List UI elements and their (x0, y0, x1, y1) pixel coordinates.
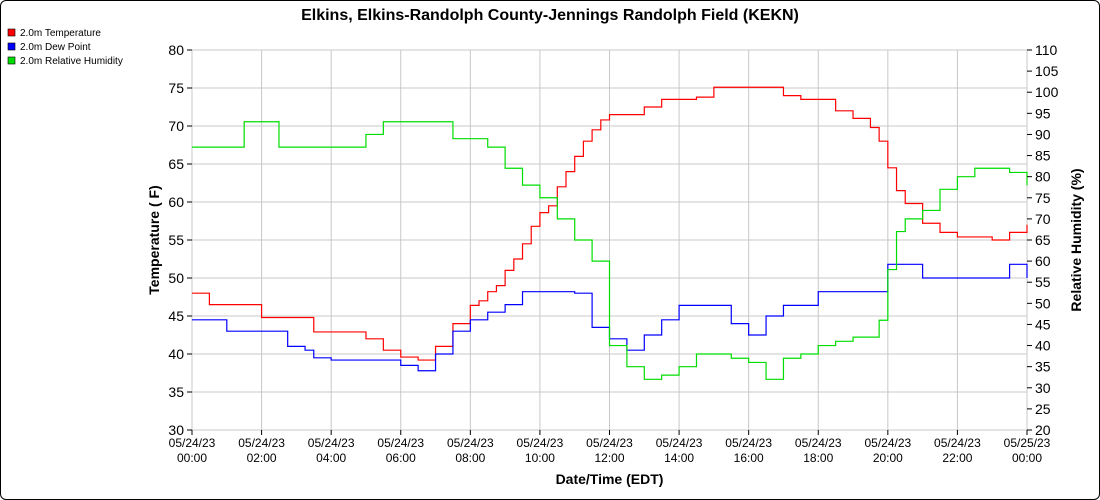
legend-label: 2.0m Dew Point (20, 42, 91, 53)
legend-swatch (7, 56, 16, 65)
y2-tick-label: 80 (1035, 169, 1051, 185)
y-tick-label: 45 (168, 308, 184, 324)
y-tick-label: 80 (168, 42, 184, 58)
series-layer (192, 86, 1028, 380)
x-axis: 05/24/2300:0005/24/2302:0005/24/2304:000… (169, 430, 1051, 465)
y-tick-label: 55 (168, 232, 184, 248)
legend-label: 2.0m Relative Humidity (20, 56, 123, 67)
x-tick-time: 22:00 (942, 451, 972, 465)
y-tick-label: 40 (168, 346, 184, 362)
y2-tick-label: 75 (1035, 190, 1051, 206)
legend-label: 2.0m Temperature (20, 28, 101, 39)
y-axis-right-title: Relative Humidity (%) (1068, 168, 1084, 311)
series-line-2-0m-relative-humidity (192, 121, 1028, 380)
y-axis-right: 20 25 30 35 40 45 50 55 60 65 70 75 80 85 90 95 100 105 11… (1027, 42, 1059, 438)
chart-title: Elkins, Elkins-Randolph County-Jennings … (301, 7, 799, 24)
x-tick-date: 05/24/23 (586, 436, 633, 450)
y-axis-left-title: Temperature ( F) (146, 185, 162, 294)
y2-tick-label: 30 (1035, 380, 1051, 396)
x-tick-date: 05/24/23 (308, 436, 355, 450)
x-tick-date: 05/24/23 (377, 436, 424, 450)
y2-tick-label: 105 (1035, 63, 1059, 79)
x-tick-time: 16:00 (734, 451, 764, 465)
legend-swatch (7, 42, 16, 51)
y-tick-label: 50 (168, 270, 184, 286)
x-tick-date: 05/24/23 (447, 436, 494, 450)
y-tick-label: 30 (168, 422, 184, 438)
y2-tick-label: 110 (1035, 42, 1058, 58)
y-tick-label: 70 (168, 118, 184, 134)
x-tick-date: 05/24/23 (934, 436, 981, 450)
y-axis-left: 30 35 40 45 50 55 60 65 70 75 80 (168, 42, 192, 438)
x-tick-time: 02:00 (247, 451, 277, 465)
y2-tick-label: 55 (1035, 274, 1051, 290)
y2-tick-label: 90 (1035, 126, 1051, 142)
x-tick-time: 00:00 (1012, 451, 1042, 465)
x-tick-time: 04:00 (316, 451, 346, 465)
x-tick-date: 05/24/23 (864, 436, 911, 450)
legend-swatch (7, 28, 16, 37)
y2-tick-label: 60 (1035, 253, 1051, 269)
x-axis-title: Date/Time (EDT) (556, 471, 664, 487)
y2-tick-label: 70 (1035, 211, 1051, 227)
x-tick-date: 05/24/23 (517, 436, 564, 450)
legend: 2.0m Temperature 2.0m Dew Point 2.0m Relat… (7, 28, 123, 67)
y2-tick-label: 25 (1035, 401, 1051, 417)
x-tick-time: 00:00 (177, 451, 207, 465)
y-tick-label: 65 (168, 156, 184, 172)
y2-tick-label: 100 (1035, 84, 1059, 100)
y2-tick-label: 40 (1035, 338, 1051, 354)
x-tick-time: 10:00 (525, 451, 555, 465)
series-line-2-0m-temperature (192, 86, 1028, 361)
x-tick-date: 05/24/23 (725, 436, 772, 450)
x-tick-time: 14:00 (664, 451, 694, 465)
x-tick-date: 05/24/23 (795, 436, 842, 450)
x-tick-time: 06:00 (386, 451, 416, 465)
x-tick-time: 18:00 (803, 451, 833, 465)
x-tick-date: 05/24/23 (169, 436, 216, 450)
y2-tick-label: 20 (1035, 422, 1051, 438)
x-tick-date: 05/25/23 (1004, 436, 1051, 450)
x-tick-date: 05/24/23 (238, 436, 285, 450)
y2-tick-label: 65 (1035, 232, 1051, 248)
x-tick-date: 05/24/23 (656, 436, 703, 450)
x-tick-time: 20:00 (873, 451, 903, 465)
y2-tick-label: 50 (1035, 295, 1051, 311)
y2-tick-label: 35 (1035, 359, 1051, 375)
y-tick-label: 75 (168, 80, 184, 96)
y-tick-label: 60 (168, 194, 184, 210)
y2-tick-label: 85 (1035, 148, 1051, 164)
y-tick-label: 35 (168, 384, 184, 400)
y2-tick-label: 95 (1035, 105, 1051, 121)
y2-tick-label: 45 (1035, 316, 1051, 332)
x-tick-time: 12:00 (594, 451, 624, 465)
x-tick-time: 08:00 (455, 451, 485, 465)
